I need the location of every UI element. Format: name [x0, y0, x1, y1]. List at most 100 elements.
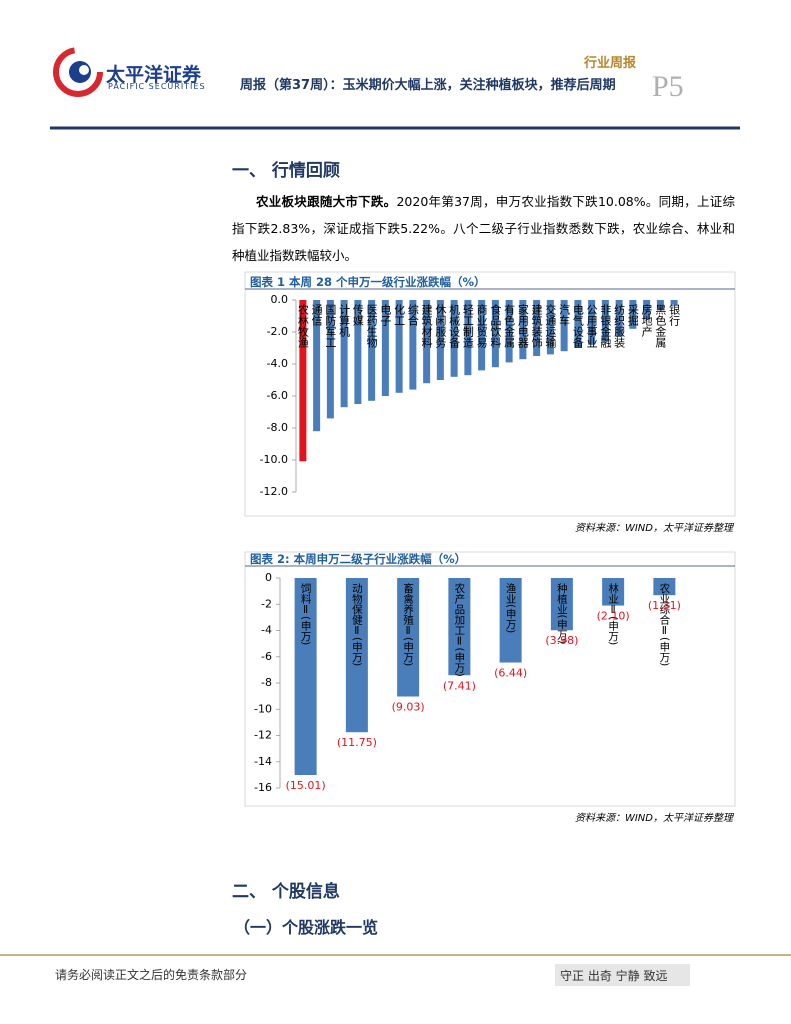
report-title: 周报（第37周）：玉米期价大幅上涨，关注种植板块，推荐后周期 — [240, 78, 616, 93]
category-label: 银行 — [668, 303, 681, 327]
category-label: 商业贸易 — [475, 303, 488, 349]
category-label: 传媒 — [351, 304, 364, 327]
category-label: 电子 — [379, 304, 392, 326]
category-label: 通信 — [310, 304, 323, 327]
logo-english: PACIFIC SECURITIES — [108, 82, 206, 91]
report-type: 行业周报 — [584, 56, 637, 71]
bar — [574, 300, 582, 348]
bar — [409, 300, 417, 390]
bar — [653, 578, 676, 596]
bar — [423, 300, 431, 384]
y-tick-label: -14 — [254, 755, 272, 768]
y-tick-label: -6 — [261, 650, 272, 663]
y-tick-label: -6.0 — [267, 389, 288, 402]
figure-source: 资料来源：WIND，太平洋证券整理 — [574, 523, 733, 534]
category-label: 电气设备 — [571, 304, 584, 349]
category-label: 食品饮料 — [489, 303, 502, 349]
bar — [615, 300, 623, 337]
category-label: 休闲服务 — [434, 304, 447, 348]
bar — [340, 300, 348, 408]
category-label: 动物保健Ⅱ(申万) — [351, 583, 363, 666]
bar — [499, 578, 522, 663]
section-heading: 二、 个股信息 — [232, 882, 340, 902]
bar — [313, 300, 321, 432]
section-heading: 一、 行情回顾 — [232, 161, 340, 181]
y-tick-label: -2 — [261, 597, 272, 610]
value-label: (1.31) — [648, 599, 681, 612]
bar — [345, 578, 368, 733]
bar — [450, 300, 458, 377]
value-label: (7.41) — [443, 679, 476, 692]
y-tick-label: -8.0 — [267, 421, 288, 434]
footer-motto: 守正 出奇 宁静 致远 — [560, 969, 668, 983]
bar — [643, 300, 651, 320]
bar — [602, 578, 625, 606]
y-tick-label: -10 — [254, 702, 272, 715]
bar — [368, 300, 376, 401]
y-tick-label: 0 — [265, 571, 272, 584]
value-label: (15.01) — [286, 779, 326, 792]
bar — [505, 300, 513, 363]
y-tick-label: -2.0 — [267, 325, 288, 338]
bar — [519, 300, 527, 360]
category-label: 房地产 — [640, 304, 653, 338]
bar — [588, 300, 596, 345]
subsection-heading: （一）个股涨跌一览 — [234, 918, 379, 937]
bar — [448, 578, 471, 676]
y-tick-label: -8 — [261, 676, 272, 689]
paragraph: 农业板块跟随大市下跌。2020年第37周，申万农业指数下跌10.08%。同期，上… — [232, 188, 735, 269]
value-label: (9.03) — [392, 701, 425, 714]
bar — [478, 300, 486, 371]
bar — [326, 300, 334, 419]
bar — [354, 300, 362, 404]
category-label: 国防军工 — [324, 304, 337, 348]
y-tick-label: 0.0 — [271, 293, 289, 306]
category-label: 渔业(申万) — [505, 583, 517, 633]
value-label: (3.98) — [545, 634, 578, 647]
y-tick-label: -12 — [254, 729, 272, 742]
paragraph-body: 2020年第37周，申万农业指数下跌10.08%。同期，上证综指下跌2.83%，… — [232, 194, 735, 263]
category-label: 汽车 — [558, 303, 571, 327]
bar — [533, 300, 541, 356]
figure-frame — [244, 551, 736, 807]
category-label: 采掘 — [626, 304, 639, 327]
category-label: 农林牧渔 — [296, 303, 309, 349]
y-tick-label: -16 — [254, 781, 272, 794]
bar — [464, 300, 472, 376]
category-label: 家用电器 — [516, 303, 529, 349]
category-label: 畜禽养殖Ⅱ(申万) — [402, 582, 414, 666]
category-label: 农产品加工Ⅱ(申万) — [453, 582, 465, 676]
category-label: 计算机 — [338, 304, 351, 337]
y-tick-label: -4.0 — [267, 357, 288, 370]
bar — [491, 300, 499, 368]
motto-box — [555, 964, 690, 986]
value-label: (6.44) — [494, 667, 527, 680]
y-tick-label: -10.0 — [260, 453, 288, 466]
bar — [299, 300, 307, 462]
category-label: 林业Ⅱ(申万) — [607, 582, 619, 645]
bar — [395, 300, 403, 393]
bar — [397, 578, 420, 697]
bar — [601, 300, 609, 342]
category-label: 农业综合Ⅱ(申万) — [658, 582, 670, 666]
category-label: 建筑装饰 — [530, 303, 543, 348]
logo-icon — [53, 47, 103, 97]
category-label: 黑色金属 — [654, 304, 667, 349]
category-label: 综合 — [406, 303, 419, 326]
logo-name: 太平洋证券 — [106, 64, 202, 86]
category-label: 纺织服装 — [613, 303, 626, 349]
value-label: (11.75) — [337, 736, 377, 749]
bar — [436, 300, 444, 380]
category-label: 建筑材料 — [420, 303, 433, 349]
category-label: 公用事业 — [585, 304, 598, 348]
bar — [381, 300, 389, 396]
figure-title: 图表 2: 本周申万二级子行业涨跌幅（%） — [250, 552, 467, 566]
footer-disclaimer: 请务必阅读正文之后的免责条款部分 — [55, 968, 248, 982]
paragraph-lead: 农业板块跟随大市下跌。 — [256, 194, 397, 209]
y-tick-label: -4 — [261, 624, 272, 637]
bar — [560, 300, 568, 352]
bar — [670, 300, 678, 305]
category-label: 种植业(申万) — [556, 582, 568, 643]
